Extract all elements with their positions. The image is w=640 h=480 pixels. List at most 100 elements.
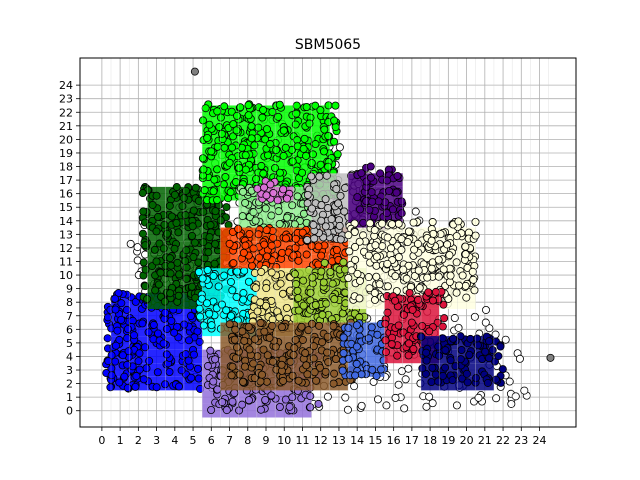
data-point	[175, 270, 184, 279]
data-point	[371, 241, 380, 250]
data-point	[205, 120, 214, 129]
data-point	[294, 376, 303, 385]
data-point	[211, 239, 220, 248]
data-point	[222, 203, 231, 212]
data-point	[247, 134, 256, 143]
data-point	[123, 325, 132, 334]
data-point	[199, 238, 208, 247]
data-point	[383, 282, 392, 291]
y-tick-label: 22	[59, 106, 73, 119]
data-point	[323, 332, 332, 341]
data-point	[407, 318, 416, 327]
data-point	[250, 335, 259, 344]
y-tick-label: 12	[59, 242, 73, 255]
data-point	[254, 230, 263, 239]
data-point	[422, 402, 431, 411]
data-point	[234, 224, 243, 233]
data-point	[250, 141, 259, 150]
data-point	[120, 372, 129, 381]
data-point	[375, 280, 384, 289]
data-point	[374, 395, 383, 404]
data-point	[152, 191, 161, 200]
data-point	[188, 222, 197, 231]
data-point	[463, 378, 472, 387]
data-point	[204, 248, 213, 257]
data-point	[377, 365, 386, 374]
data-point	[149, 320, 158, 329]
data-point	[241, 198, 250, 207]
data-point	[279, 376, 288, 385]
data-point	[391, 393, 400, 402]
data-point	[221, 172, 230, 181]
data-point	[130, 331, 139, 340]
data-point	[394, 253, 403, 262]
data-point	[220, 271, 229, 280]
data-point	[181, 211, 190, 220]
data-point	[222, 406, 231, 415]
data-point	[434, 255, 443, 264]
y-tick-label: 0	[66, 405, 73, 418]
data-point	[256, 298, 265, 307]
x-tick-label: 15	[368, 434, 382, 447]
data-point	[446, 356, 455, 365]
data-point	[203, 266, 212, 275]
data-point	[394, 380, 403, 389]
data-point	[268, 321, 277, 330]
data-point	[404, 227, 413, 236]
data-point	[275, 168, 284, 177]
data-point	[170, 244, 179, 253]
data-point	[188, 282, 197, 291]
data-point	[381, 336, 390, 345]
x-tick-label: 7	[226, 434, 233, 447]
data-point	[408, 305, 417, 314]
data-point	[336, 235, 345, 244]
data-point	[310, 368, 319, 377]
data-point	[328, 279, 337, 288]
data-point	[174, 382, 183, 391]
cluster-cell	[457, 295, 476, 309]
data-point	[381, 198, 390, 207]
data-point	[139, 258, 148, 267]
data-point	[341, 183, 350, 192]
data-point	[249, 244, 258, 253]
x-tick-label: 2	[135, 434, 142, 447]
data-point	[323, 348, 332, 357]
data-point	[211, 207, 220, 216]
data-point	[511, 392, 520, 401]
data-point	[263, 151, 272, 160]
data-point	[431, 287, 440, 296]
x-tick-label: 0	[98, 434, 105, 447]
y-tick-label: 2	[66, 378, 73, 391]
data-point	[288, 371, 297, 380]
y-tick-label: 3	[66, 364, 73, 377]
data-point	[238, 400, 247, 409]
data-point	[194, 374, 203, 383]
data-point	[138, 229, 147, 238]
data-point	[321, 195, 330, 204]
data-point	[216, 216, 225, 225]
data-point	[195, 337, 204, 346]
data-point	[231, 354, 240, 363]
data-point	[317, 201, 326, 210]
data-point	[303, 190, 312, 199]
data-point	[303, 370, 312, 379]
data-point	[239, 295, 248, 304]
data-point	[282, 303, 291, 312]
data-point	[292, 109, 301, 118]
data-point	[309, 354, 318, 363]
data-point	[227, 107, 236, 116]
data-point	[322, 171, 331, 180]
data-point	[452, 288, 461, 297]
data-point	[507, 399, 516, 408]
data-point	[261, 204, 270, 213]
data-point	[139, 207, 148, 216]
data-point	[321, 222, 330, 231]
data-point	[392, 188, 401, 197]
data-point	[452, 232, 461, 241]
data-point	[161, 380, 170, 389]
x-tick-label: 11	[295, 434, 309, 447]
data-point	[370, 288, 379, 297]
data-point	[166, 254, 175, 263]
data-point	[359, 218, 368, 227]
data-point	[262, 284, 271, 293]
